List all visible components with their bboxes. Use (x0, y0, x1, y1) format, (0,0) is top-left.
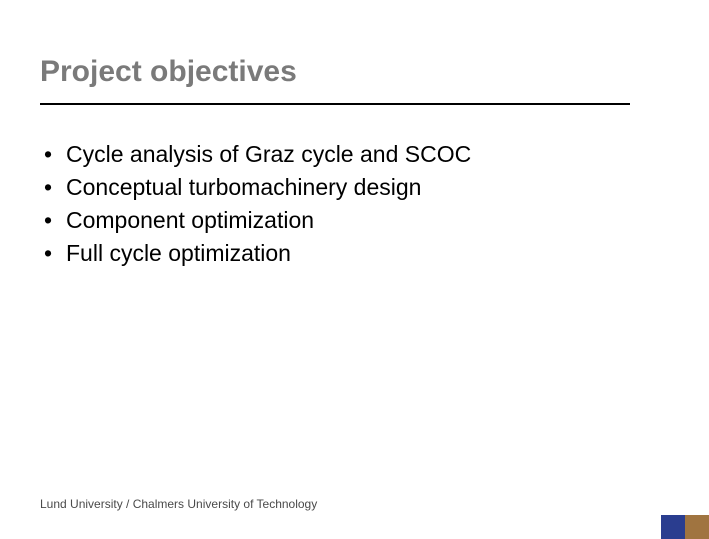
accent-square-brown (685, 515, 709, 539)
list-item: • Full cycle optimization (44, 238, 669, 269)
accent-square-blue (661, 515, 685, 539)
bullet-icon: • (44, 238, 66, 269)
footer-text: Lund University / Chalmers University of… (40, 497, 317, 511)
list-item-label: Cycle analysis of Graz cycle and SCOC (66, 139, 471, 170)
slide-title: Project objectives (40, 55, 669, 89)
list-item-label: Component optimization (66, 205, 314, 236)
title-rule (40, 103, 630, 105)
list-item: • Component optimization (44, 205, 669, 236)
list-item: • Cycle analysis of Graz cycle and SCOC (44, 139, 669, 170)
slide: Project objectives • Cycle analysis of G… (0, 0, 709, 539)
list-item-label: Conceptual turbomachinery design (66, 172, 421, 203)
bullet-icon: • (44, 205, 66, 236)
bullet-icon: • (44, 172, 66, 203)
list-item-label: Full cycle optimization (66, 238, 291, 269)
bullet-icon: • (44, 139, 66, 170)
corner-accent (661, 515, 709, 539)
list-item: • Conceptual turbomachinery design (44, 172, 669, 203)
bullet-list: • Cycle analysis of Graz cycle and SCOC … (40, 139, 669, 269)
